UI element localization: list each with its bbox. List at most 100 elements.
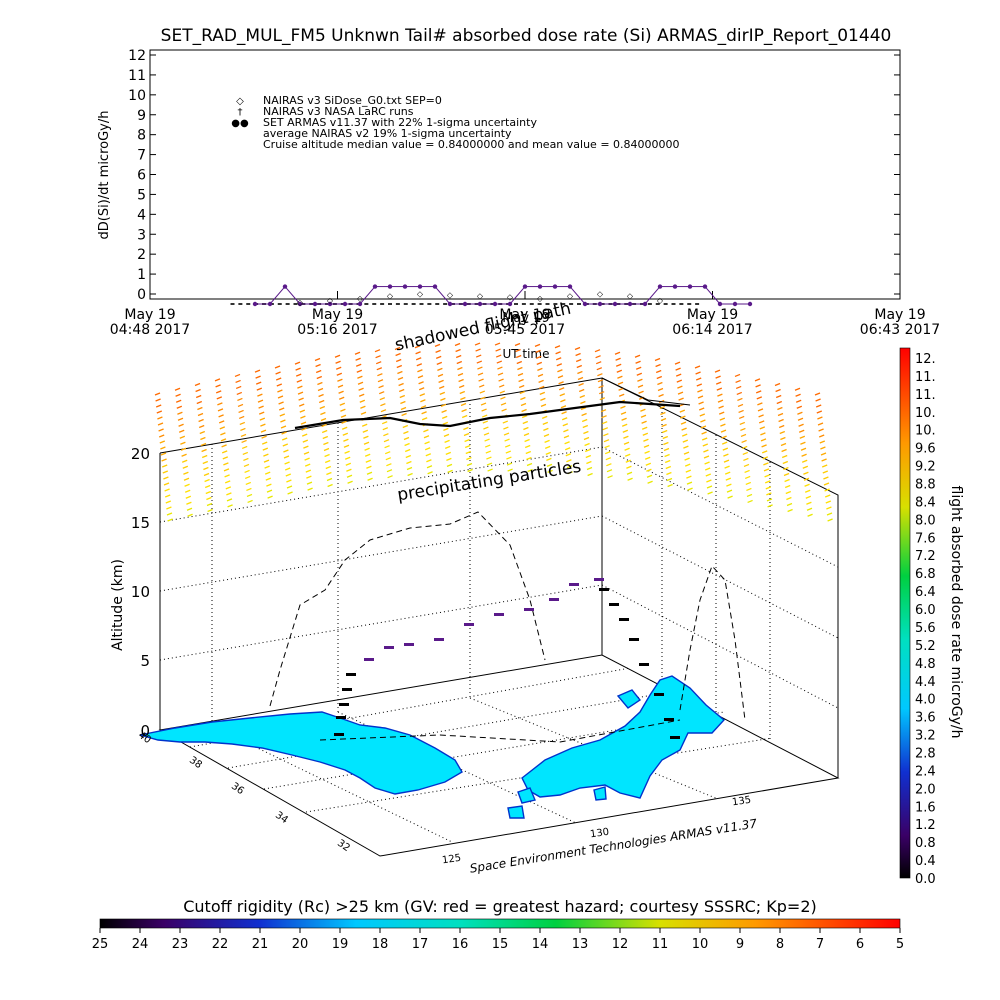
particle-dash <box>355 357 361 361</box>
particle-dash <box>345 462 352 466</box>
particle-dash <box>583 436 590 441</box>
x-tick-label-date: May 19 <box>312 307 363 323</box>
particle-dash <box>578 388 585 393</box>
particle-dash <box>317 387 324 392</box>
y-tick-label: 4 <box>137 207 146 223</box>
flight-point <box>334 733 344 736</box>
particle-dash <box>417 375 424 379</box>
particle-dash <box>637 384 644 388</box>
particle-dash <box>786 496 792 501</box>
particle-dash <box>715 381 722 385</box>
particle-dash <box>195 388 201 393</box>
particle-dash <box>816 410 823 414</box>
altitude-tick-label: 0 <box>140 722 150 740</box>
rigidity-colorbar-tick-label: 14 <box>532 937 549 952</box>
particle-dash <box>786 502 793 507</box>
particle-dash <box>324 453 330 458</box>
particle-dash <box>587 472 593 477</box>
particle-dash <box>437 373 444 378</box>
particle-dash <box>198 418 204 423</box>
armas-segment <box>569 286 586 305</box>
rigidity-colorbar-tick-label: 6 <box>856 937 864 952</box>
nairas-point: ◇ <box>417 290 424 299</box>
particle-dash <box>242 451 249 456</box>
flight-point <box>549 598 559 601</box>
dose-colorbar-tick-label: 3.6 <box>915 711 936 726</box>
particle-dash <box>423 435 430 439</box>
particle-dash <box>527 468 533 473</box>
particle-dash <box>506 456 512 460</box>
particle-dash <box>363 435 369 439</box>
particle-dash <box>686 475 692 479</box>
y-tick-label: 9 <box>137 108 146 124</box>
particle-dash <box>183 471 189 475</box>
particle-dash <box>354 351 361 355</box>
particle-dash <box>714 369 721 373</box>
particle-dash <box>416 363 423 367</box>
particle-dash <box>159 440 166 444</box>
particle-dash <box>436 361 443 366</box>
rigidity-colorbar-gradient <box>99 918 901 929</box>
particle-dash <box>605 457 612 461</box>
particle-dash <box>520 402 527 407</box>
particle-dash <box>440 397 446 402</box>
particle-dash <box>407 472 413 477</box>
particle-dash <box>475 348 481 352</box>
particle-dash <box>184 483 190 487</box>
particle-dash <box>764 480 771 484</box>
particle-dash <box>366 471 373 475</box>
particle-dash <box>357 381 364 385</box>
particle-dash <box>327 483 333 488</box>
particle-dash <box>614 351 621 355</box>
particle-dash <box>567 471 573 475</box>
particle-dash <box>175 399 182 403</box>
x-tick-label-date: May 19 <box>874 307 925 323</box>
particle-dash <box>277 395 284 399</box>
particle-dash <box>281 437 288 441</box>
particle-dash <box>716 387 723 391</box>
particle-dash <box>695 371 701 375</box>
flight-path-points <box>334 578 680 739</box>
rigidity-colorbar-tick-label: 21 <box>252 937 269 952</box>
particle-dash <box>717 399 724 403</box>
particle-dash <box>278 407 285 411</box>
particle-dash <box>443 433 450 438</box>
particle-dash <box>580 406 587 411</box>
flight-point <box>404 643 414 646</box>
rigidity-colorbar-tick-label: 22 <box>212 937 229 952</box>
particle-dash <box>779 430 786 435</box>
particle-dash <box>498 384 505 388</box>
flight-point <box>336 716 346 719</box>
particle-dash <box>756 396 763 400</box>
particle-dash <box>455 348 461 353</box>
particle-dash <box>547 469 553 474</box>
particle-dash <box>257 393 263 397</box>
particle-dash <box>536 361 543 366</box>
particle-dash <box>680 421 687 425</box>
particle-dash <box>164 494 171 498</box>
particle-dash <box>702 443 709 447</box>
particle-dash <box>198 424 205 429</box>
particle-dash <box>225 486 232 490</box>
particle-dash <box>664 453 670 458</box>
particle-dash <box>357 375 363 379</box>
particle-dash <box>760 432 766 436</box>
particle-dash <box>437 367 443 372</box>
particle-dash <box>426 459 432 463</box>
particle-dash <box>246 493 253 498</box>
flight-point <box>342 688 352 691</box>
particle-dash <box>477 372 484 376</box>
flight-point <box>339 703 349 706</box>
particle-dash <box>305 469 312 473</box>
particle-dash <box>640 414 647 418</box>
particle-dash <box>537 367 543 372</box>
particle-dash <box>681 427 687 431</box>
particle-dash <box>620 411 627 415</box>
particle-dash <box>795 393 801 397</box>
particle-dash <box>824 494 831 498</box>
particle-dash <box>424 447 431 451</box>
particle-dash <box>163 476 169 480</box>
particle-dash <box>264 471 271 475</box>
particle-dash <box>722 447 729 451</box>
particle-dash <box>700 425 707 429</box>
